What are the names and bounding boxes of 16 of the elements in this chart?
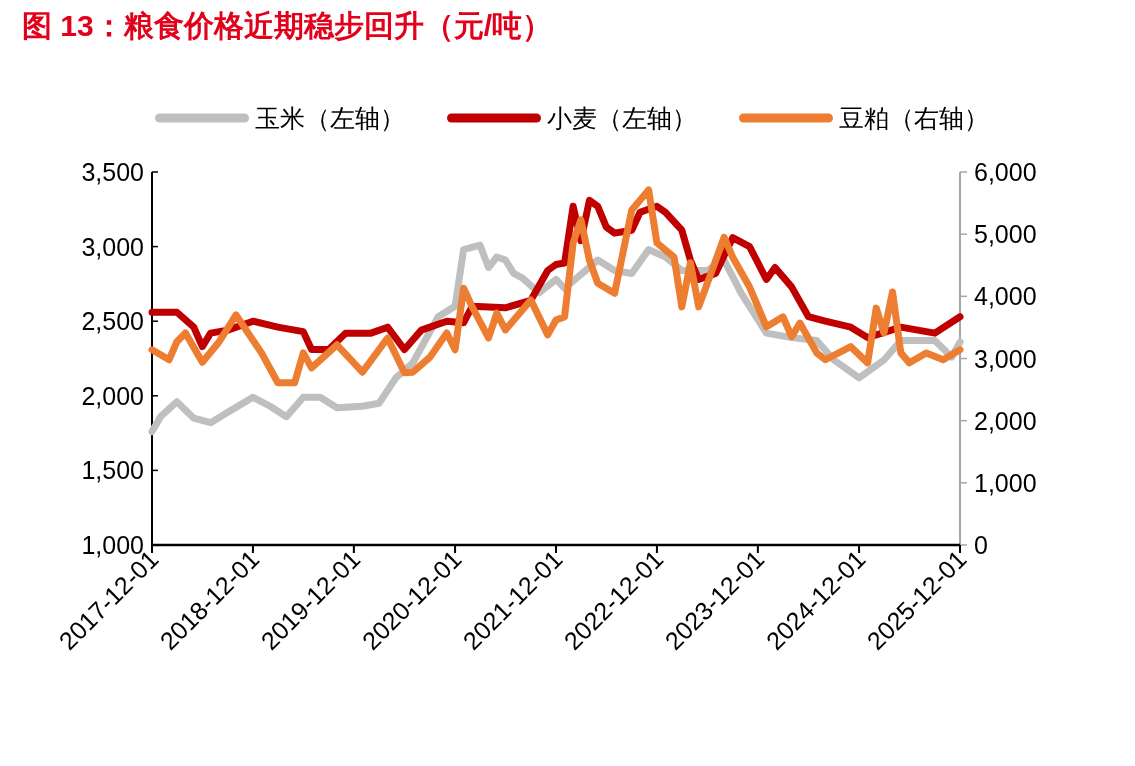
- y2-tick-label: 2,000: [974, 406, 1037, 435]
- y-tick-label: 3,500: [81, 158, 144, 186]
- y-tick-label: 3,000: [81, 232, 144, 261]
- y-tick-label: 2,500: [81, 307, 144, 336]
- y-tick-label: 1,500: [81, 456, 144, 485]
- y2-tick-label: 3,000: [974, 344, 1037, 373]
- y2-tick-label: 4,000: [974, 282, 1037, 311]
- chart-title: 图 13：粮食价格近期稳步回升（元/吨）: [22, 9, 553, 42]
- y-tick-label: 2,000: [81, 381, 144, 410]
- y2-tick-label: 5,000: [974, 220, 1037, 249]
- legend-label: 玉米（左轴）: [254, 104, 405, 132]
- y2-tick-label: 0: [974, 531, 988, 559]
- legend-label: 豆粕（右轴）: [838, 104, 989, 132]
- y2-tick-label: 6,000: [974, 158, 1037, 186]
- y2-tick-label: 1,000: [974, 468, 1037, 497]
- legend-label: 小麦（左轴）: [546, 104, 697, 132]
